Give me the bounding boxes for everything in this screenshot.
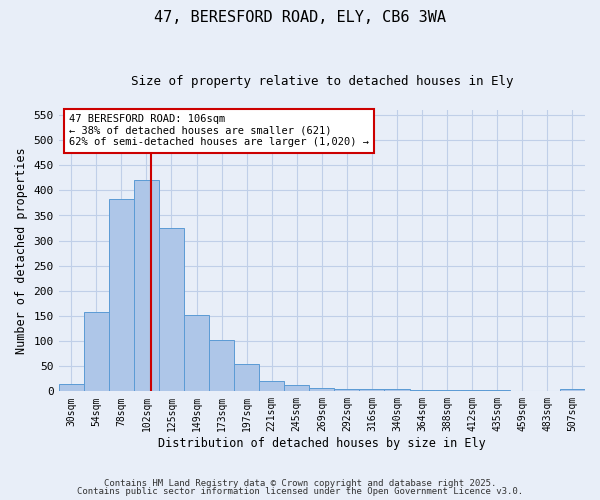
- Bar: [284, 386, 310, 392]
- Bar: [84, 312, 109, 392]
- Bar: [159, 228, 184, 392]
- Bar: [385, 390, 410, 392]
- Y-axis label: Number of detached properties: Number of detached properties: [15, 148, 28, 354]
- Bar: [434, 390, 460, 392]
- Text: Contains public sector information licensed under the Open Government Licence v3: Contains public sector information licen…: [77, 487, 523, 496]
- Bar: [460, 390, 485, 392]
- Text: Contains HM Land Registry data © Crown copyright and database right 2025.: Contains HM Land Registry data © Crown c…: [104, 478, 496, 488]
- Bar: [310, 388, 334, 392]
- Bar: [535, 391, 560, 392]
- X-axis label: Distribution of detached houses by size in Ely: Distribution of detached houses by size …: [158, 437, 486, 450]
- Text: 47, BERESFORD ROAD, ELY, CB6 3WA: 47, BERESFORD ROAD, ELY, CB6 3WA: [154, 10, 446, 25]
- Text: 47 BERESFORD ROAD: 106sqm
← 38% of detached houses are smaller (621)
62% of semi: 47 BERESFORD ROAD: 106sqm ← 38% of detac…: [69, 114, 369, 148]
- Bar: [184, 315, 209, 392]
- Bar: [359, 390, 385, 392]
- Bar: [259, 382, 284, 392]
- Bar: [59, 384, 84, 392]
- Bar: [510, 391, 535, 392]
- Bar: [109, 199, 134, 392]
- Bar: [560, 390, 585, 392]
- Bar: [134, 180, 159, 392]
- Bar: [410, 390, 434, 392]
- Bar: [485, 390, 510, 392]
- Title: Size of property relative to detached houses in Ely: Size of property relative to detached ho…: [131, 75, 513, 88]
- Bar: [334, 390, 359, 392]
- Bar: [234, 364, 259, 392]
- Bar: [209, 340, 234, 392]
